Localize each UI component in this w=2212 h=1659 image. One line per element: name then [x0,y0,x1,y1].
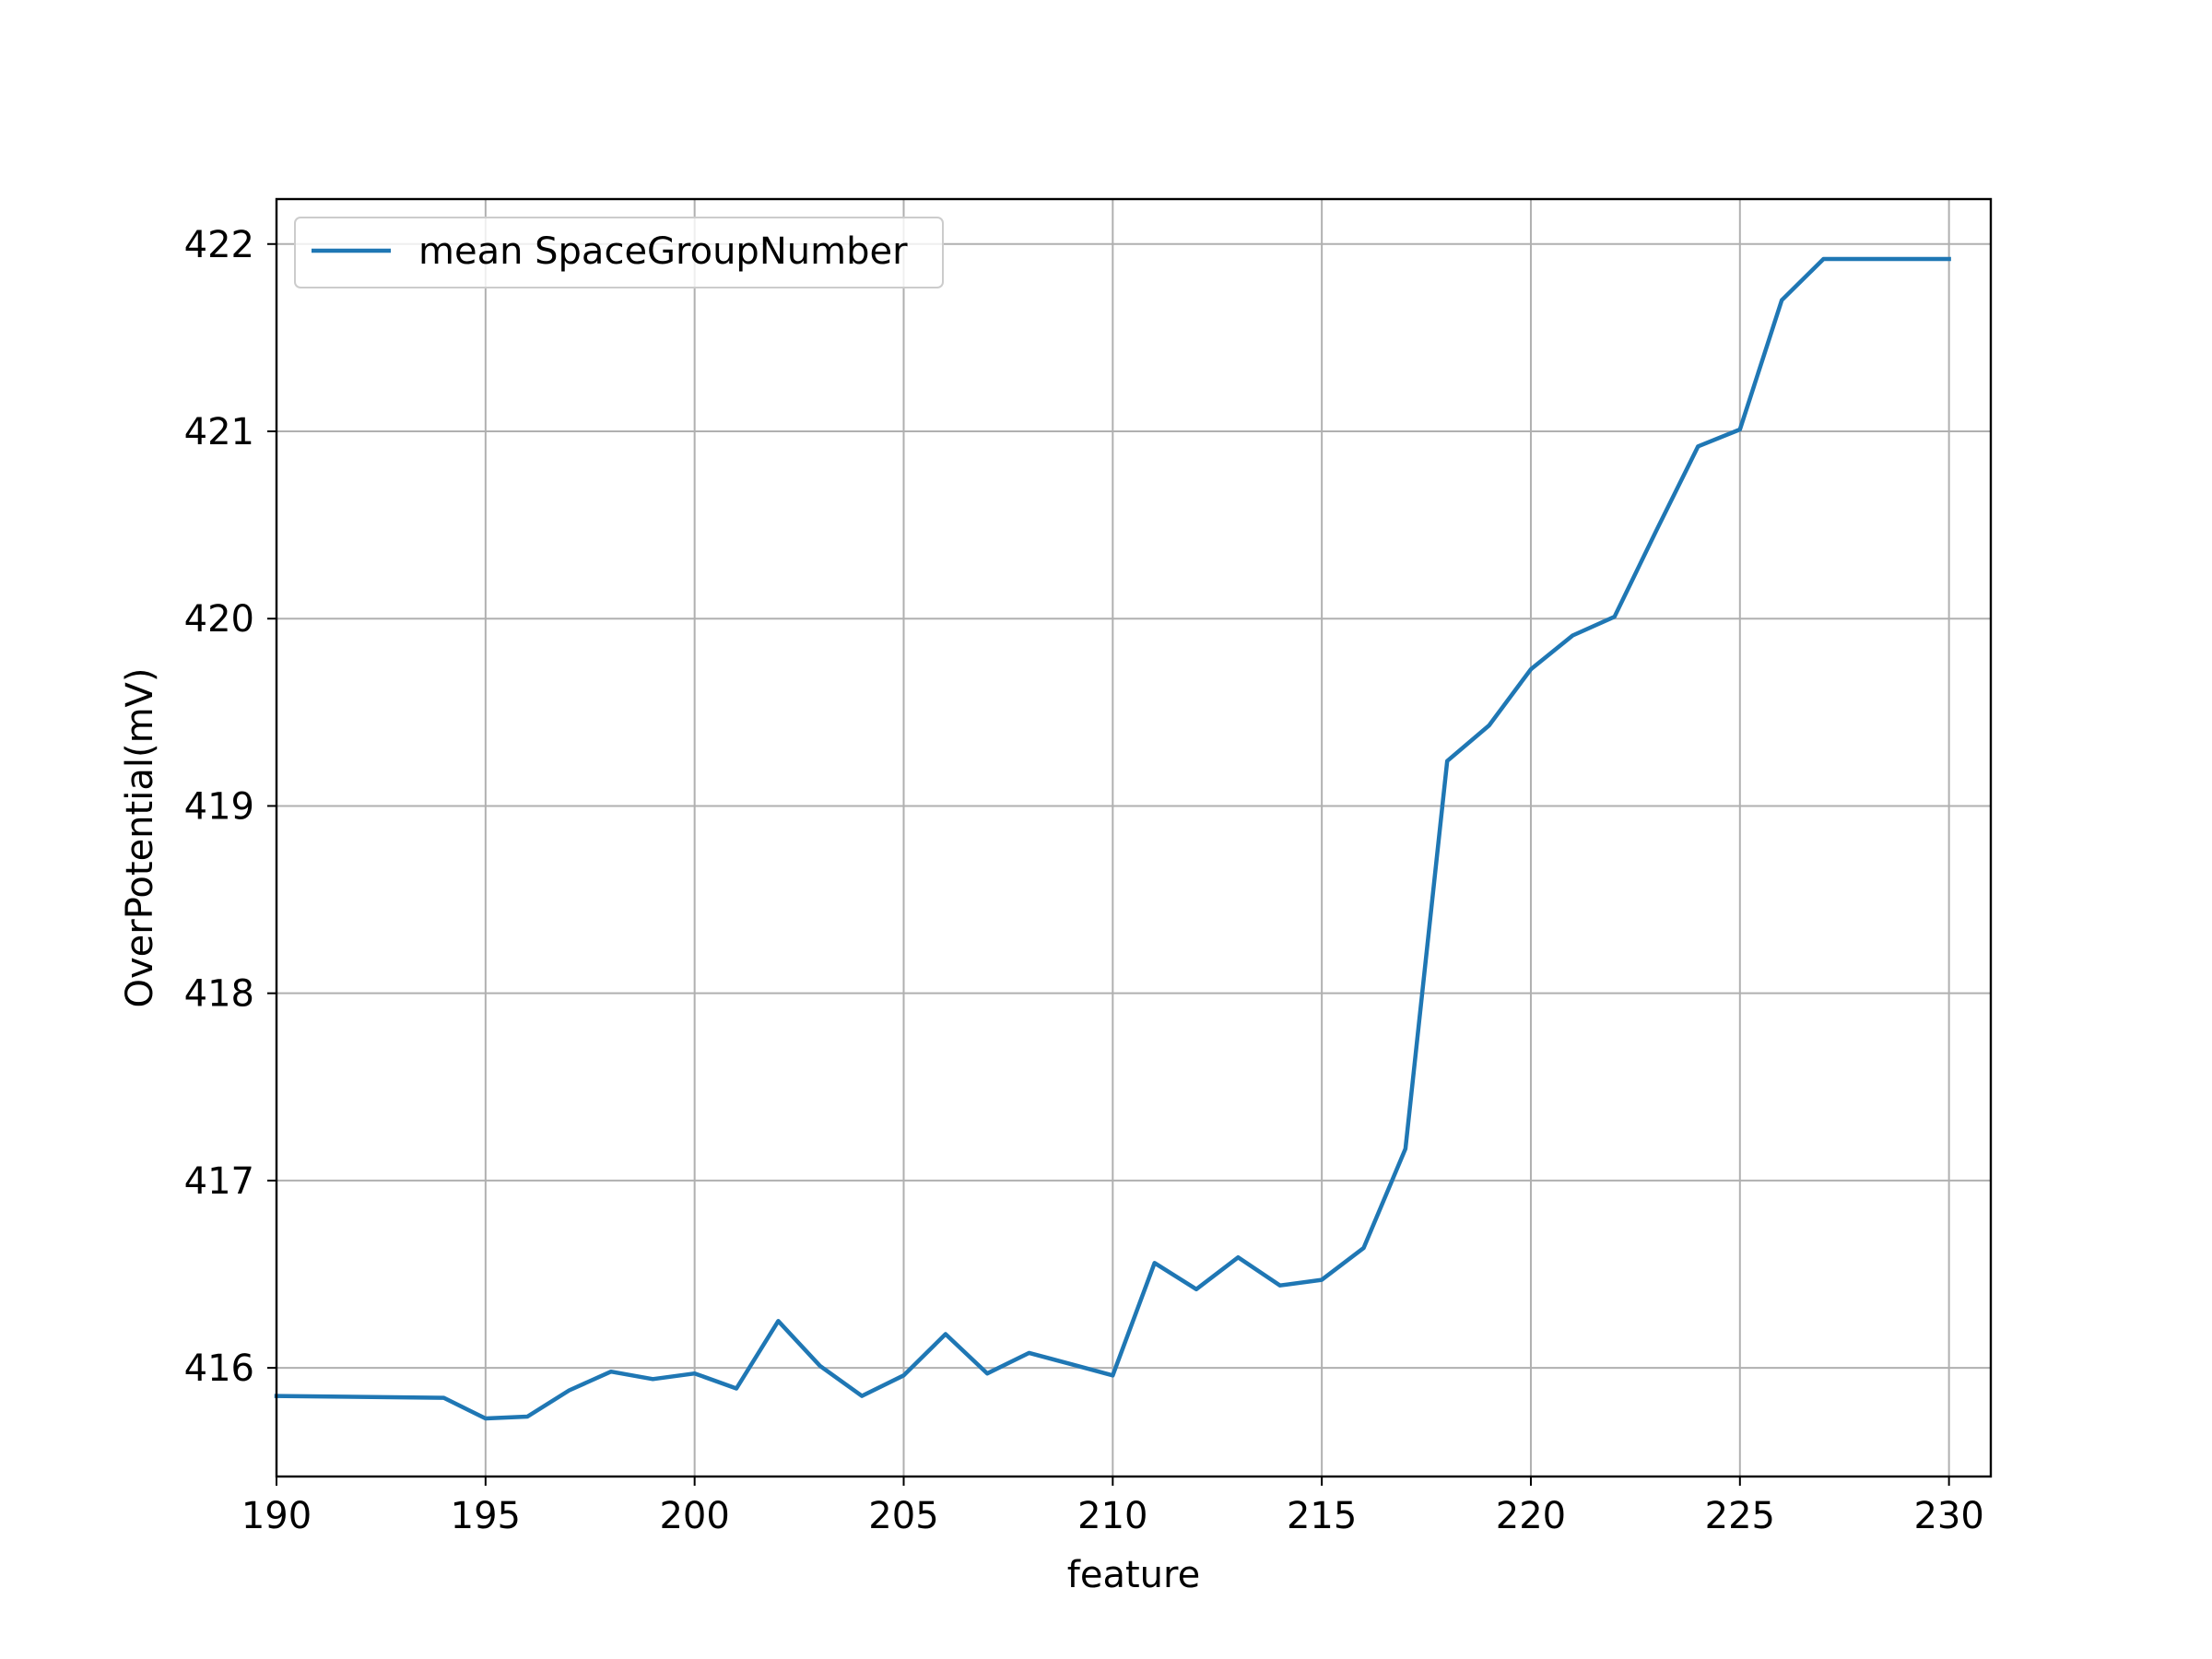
y-tick-label: 419 [184,785,254,828]
x-tick-label: 205 [868,1495,938,1537]
legend-label: mean SpaceGroupNumber [418,230,908,273]
x-tick-label: 200 [659,1495,729,1537]
y-tick-label: 421 [184,411,254,453]
x-tick-label: 190 [241,1495,312,1537]
y-axis-label: OverPotential(mV) [119,668,161,1008]
grid [276,199,1991,1477]
x-tick-label: 225 [1705,1495,1775,1537]
y-tick-label: 422 [184,224,254,266]
legend-box [294,217,944,288]
y-tick-label: 418 [184,973,254,1016]
x-axis: 190 195 200 205 210 215 220 225 230 [241,1477,1984,1537]
x-tick-label: 210 [1077,1495,1147,1537]
y-tick-label: 416 [184,1347,254,1390]
x-tick-label: 195 [451,1495,521,1537]
y-tick-label: 417 [184,1160,254,1203]
x-tick-label: 230 [1913,1495,1983,1537]
legend: mean SpaceGroupNumber [294,217,944,288]
y-tick-label: 420 [184,598,254,641]
series-line [274,256,1951,1421]
x-tick-label: 215 [1287,1495,1357,1537]
series-layer [274,256,1951,1421]
x-axis-label: feature [1067,1554,1200,1596]
x-tick-label: 220 [1496,1495,1566,1537]
y-axis: 416 417 418 419 420 421 422 [184,224,276,1390]
plot-frame [275,197,1993,1478]
